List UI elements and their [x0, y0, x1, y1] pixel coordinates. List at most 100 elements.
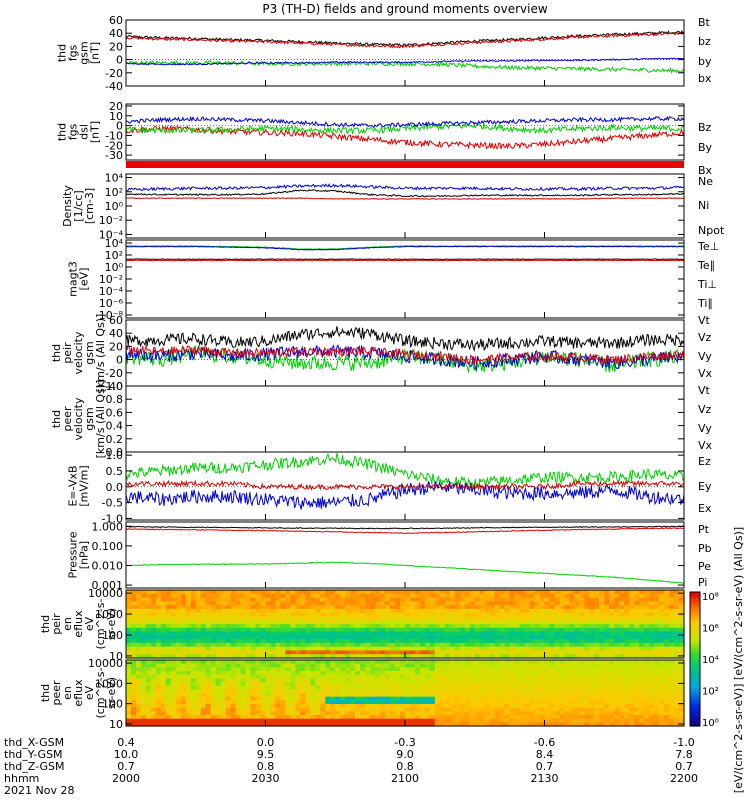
spectrogram-cell	[280, 631, 287, 636]
spectrogram-cell	[584, 631, 590, 636]
spectrogram-cell	[519, 696, 526, 701]
spectrogram-cell	[345, 722, 351, 727]
spectrogram-cell	[165, 663, 172, 668]
y-axis-label: eflux	[72, 610, 85, 638]
spectrogram-cell	[155, 646, 162, 652]
spectrogram-cell	[255, 646, 262, 652]
spectrogram-cell	[145, 590, 152, 595]
spectrogram-cell	[185, 642, 192, 648]
spectrogram-cell	[484, 635, 491, 640]
spectrogram-cell	[130, 627, 137, 633]
spectrogram-cell	[644, 654, 650, 659]
spectrogram-cell	[250, 612, 257, 618]
spectrogram-cell	[230, 642, 237, 648]
spectrogram-cell	[310, 663, 316, 668]
spectrogram-cell	[160, 616, 167, 621]
spectrogram-cell	[310, 654, 316, 659]
spectrogram-cell	[474, 612, 481, 618]
spectrogram-cell	[370, 654, 376, 659]
spectrogram-cell	[210, 650, 217, 655]
spectrogram-cell	[190, 590, 197, 595]
spectrogram-cell	[145, 635, 152, 640]
spectrogram-cell	[145, 711, 152, 716]
spectrogram-cell	[210, 685, 217, 690]
spectrogram-cell	[385, 635, 391, 640]
spectrogram-cell	[375, 639, 381, 644]
spectrogram-cell	[589, 685, 595, 690]
spectrogram-cell	[544, 624, 551, 629]
spectrogram-cell	[489, 608, 496, 614]
spectrogram-cell	[644, 674, 650, 679]
spectrogram-cell	[400, 715, 406, 720]
spectrogram-cell	[529, 671, 536, 676]
spectrogram-cell	[150, 624, 157, 629]
spectrogram-cell	[584, 605, 590, 610]
spectrogram-cell	[245, 715, 252, 720]
spectrogram-cell	[375, 722, 381, 727]
spectrogram-cell	[130, 646, 137, 652]
spectrogram-cell	[629, 624, 635, 629]
spectrogram-cell	[664, 627, 670, 633]
spectrogram-cell	[195, 671, 202, 676]
spectrogram-cell	[310, 660, 316, 665]
spectrogram-cell	[355, 646, 361, 652]
spectrogram-cell	[250, 707, 257, 712]
spectrogram-cell	[484, 601, 491, 606]
spectrogram-cell	[564, 616, 571, 621]
spectrogram-cell	[300, 639, 306, 644]
spectrogram-cell	[295, 593, 301, 599]
spectrogram-cell	[170, 631, 177, 636]
spectrogram-cell	[190, 605, 197, 610]
spectrogram-cell	[300, 597, 306, 602]
spectrogram-cell	[424, 642, 431, 648]
spectrogram-cell	[150, 689, 157, 694]
spectrogram-cell	[265, 654, 272, 659]
spectrogram-cell	[390, 689, 396, 694]
spectrogram-cell	[674, 722, 680, 727]
spectrogram-cell	[165, 616, 172, 621]
spectrogram-cell	[230, 689, 237, 694]
spectrogram-cell	[360, 663, 366, 668]
spectrogram-cell	[340, 616, 346, 621]
spectrogram-cell	[624, 722, 630, 727]
spectrogram-cell	[370, 671, 376, 676]
spectrogram-cell	[479, 650, 486, 655]
spectrogram-cell	[499, 616, 506, 621]
spectrogram-cell	[265, 601, 272, 606]
spectrogram-cell	[325, 601, 331, 606]
spectrogram-cell	[414, 663, 421, 668]
spectrogram-cell	[524, 718, 531, 723]
spectrogram-cell	[230, 608, 237, 614]
spectrogram-cell	[200, 685, 207, 690]
spectrogram-cell	[559, 590, 566, 595]
spectrogram-cell	[335, 627, 341, 633]
spectrogram-cell	[504, 654, 511, 659]
spectrogram-cell	[195, 627, 202, 633]
spectrogram-cell	[335, 671, 341, 676]
y-tick-label: 10⁴	[105, 172, 124, 185]
spectrogram-cell	[554, 631, 561, 636]
spectrogram-cell	[220, 711, 227, 716]
spectrogram-cell	[395, 620, 401, 625]
y-tick-label: 10²	[105, 249, 123, 262]
spectrogram-cell	[240, 635, 247, 640]
spectrogram-cell	[449, 715, 456, 720]
spectrogram-cell	[494, 693, 501, 698]
spectrogram-cell	[405, 711, 411, 716]
y-tick-label: 40	[109, 327, 123, 340]
colorbar-segment	[690, 623, 700, 627]
spectrogram-cell	[664, 674, 670, 679]
spectrogram-cell	[360, 590, 366, 595]
spectrogram-cell	[514, 597, 521, 602]
spectrogram-cell	[564, 674, 571, 679]
spectrogram-cell	[594, 590, 600, 595]
spectrogram-cell	[190, 674, 197, 679]
spectrogram-cell	[310, 722, 316, 727]
spectrogram-cell	[225, 674, 232, 679]
spectrogram-cell	[210, 608, 217, 614]
spectrogram-cell	[385, 678, 391, 683]
spectrogram-cell	[315, 597, 321, 602]
spectrogram-cell	[395, 650, 401, 655]
spectrogram-cell	[579, 671, 585, 676]
spectrogram-cell	[160, 612, 167, 618]
